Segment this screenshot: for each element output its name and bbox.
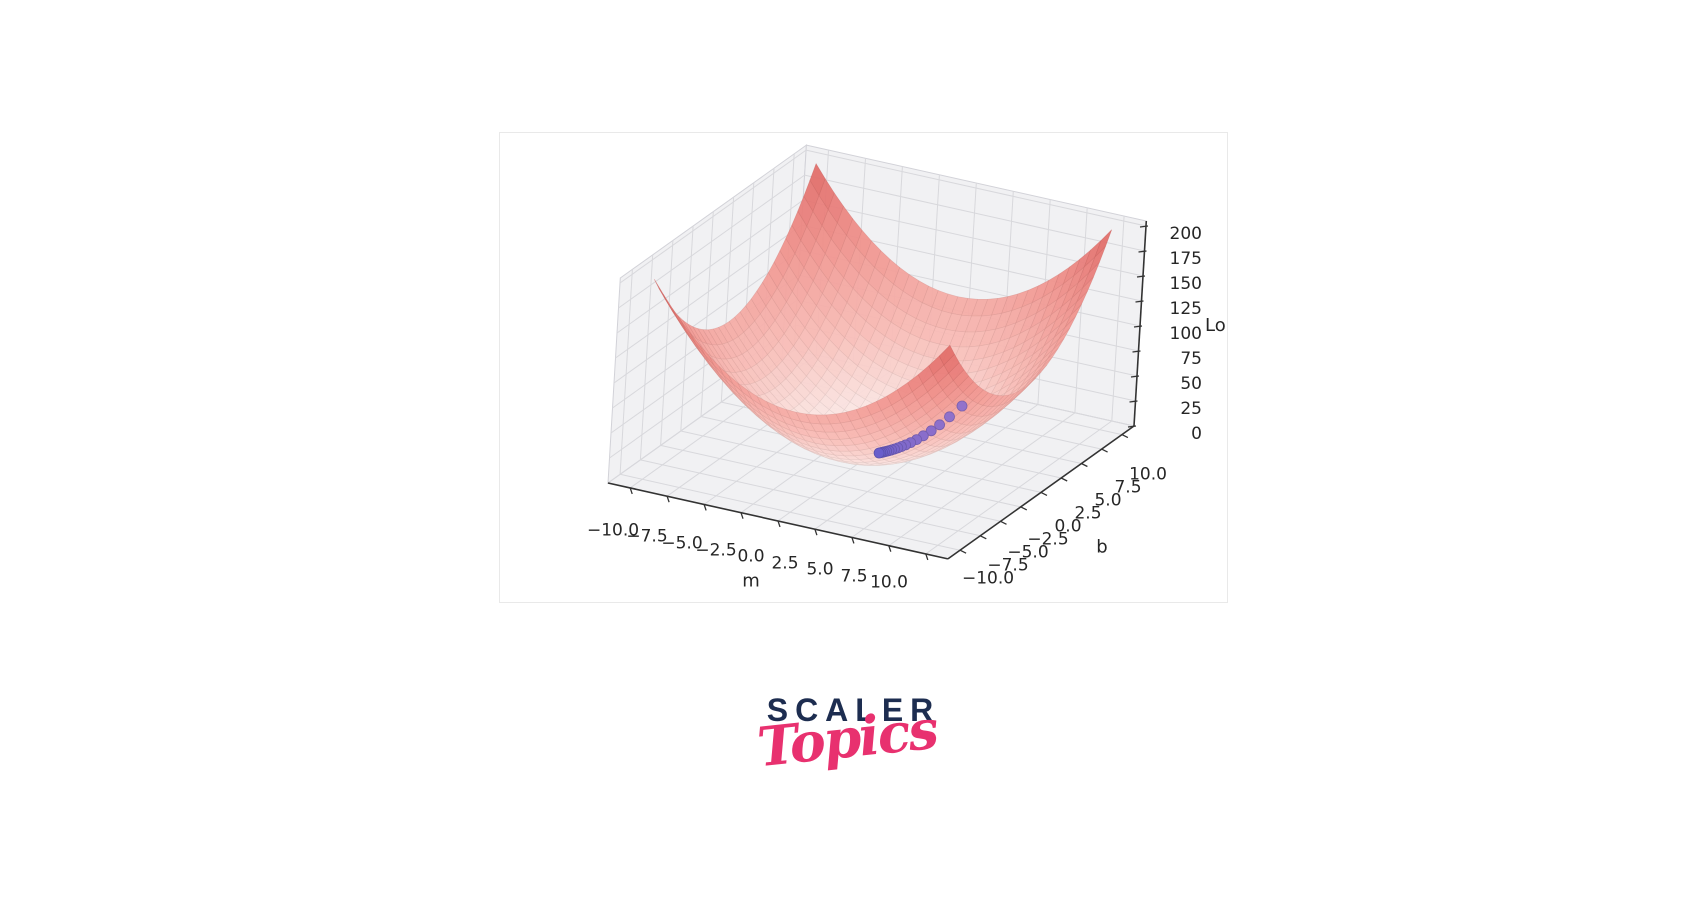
m-axis-label: m bbox=[742, 570, 760, 592]
b-tick-label: −2.5 bbox=[1027, 529, 1069, 550]
m-tick-label: −2.5 bbox=[695, 540, 737, 561]
z-tick-label: 125 bbox=[1169, 299, 1202, 319]
b-axis-label: b bbox=[1096, 536, 1108, 558]
b-tick-label: 0.0 bbox=[1054, 516, 1082, 537]
z-tick-label: 175 bbox=[1169, 249, 1202, 269]
m-tick-label: 2.5 bbox=[771, 553, 799, 574]
z-tick-label: 0 bbox=[1191, 424, 1202, 444]
loss-surface-3d-plot bbox=[606, 144, 1149, 561]
b-tick-label: 10.0 bbox=[1129, 464, 1167, 485]
b-tick-label: −5.0 bbox=[1007, 542, 1049, 563]
b-tick-label: 7.5 bbox=[1114, 477, 1142, 498]
b-tick-label: −10.0 bbox=[961, 568, 1015, 589]
z-tick-label: 150 bbox=[1169, 274, 1202, 294]
m-tick-label: 5.0 bbox=[806, 559, 834, 580]
z-tick-label: 25 bbox=[1180, 399, 1202, 419]
b-tick-label: −7.5 bbox=[987, 555, 1029, 576]
m-tick-label: −10.0 bbox=[586, 520, 640, 541]
loss-surface-figure: 200 175 150 125 100 75 50 25 0 Lo −10.0 … bbox=[499, 132, 1228, 603]
b-tick-label: 2.5 bbox=[1074, 503, 1102, 524]
z-axis-label: Lo bbox=[1205, 315, 1226, 336]
z-tick-label: 50 bbox=[1180, 374, 1202, 394]
z-tick-label: 200 bbox=[1169, 224, 1202, 244]
m-tick-label: 0.0 bbox=[737, 546, 765, 567]
m-tick-label: −5.0 bbox=[661, 533, 703, 554]
m-tick-label: 10.0 bbox=[870, 572, 908, 593]
z-tick-label: 75 bbox=[1180, 349, 1202, 369]
m-tick-label: −7.5 bbox=[626, 526, 668, 547]
logo-brand-text: SCALER bbox=[766, 692, 941, 728]
b-tick-label: 5.0 bbox=[1094, 490, 1122, 511]
z-tick-label: 100 bbox=[1169, 324, 1202, 344]
m-tick-label: 7.5 bbox=[840, 566, 868, 587]
